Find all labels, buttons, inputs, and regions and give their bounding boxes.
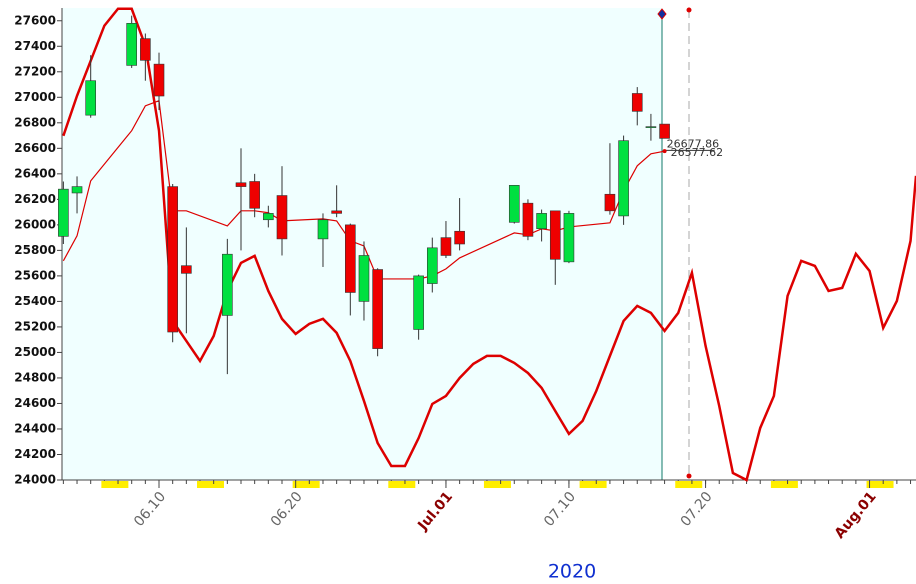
candle-body [263,213,274,221]
x-axis-label: 2020 [548,561,596,583]
weekend [483,481,511,488]
x-tick-label: 06.10 [131,489,169,530]
candle-body [454,230,465,245]
weekend [197,481,225,488]
candle-body [85,80,96,116]
candle-body [58,188,69,237]
y-tick-label: 25600 [14,268,56,282]
y-tick-label: 25400 [14,294,56,308]
candle-body [522,202,534,237]
x-tick-label: Jul.01 [414,489,456,534]
weekend [866,481,894,488]
candle-body [508,185,520,223]
weekend [388,481,416,488]
candle-body [440,237,452,256]
candle-body [181,265,192,274]
candle-body [372,269,383,349]
candle-body [276,195,288,240]
y-tick-label: 26000 [14,217,56,231]
y-tick-label: 24600 [14,396,56,410]
candle-body [140,38,151,61]
candle-body [549,210,561,260]
candle-body [645,126,657,128]
y-tick-label: 25000 [14,345,56,359]
y-tick-label: 24000 [14,473,56,487]
candle-body [536,213,547,229]
y-tick-label: 24800 [14,370,56,384]
candle-body [631,93,643,112]
candle-body [153,63,165,97]
x-tick-label: 06.20 [268,489,306,530]
candle-body [71,186,83,194]
candle-body [167,186,178,333]
weekend [292,481,320,488]
y-tick-label: 27400 [14,39,56,53]
y-tick-label: 24400 [14,421,56,435]
candle-body [413,275,424,330]
x-tick-label: 07.10 [541,489,579,530]
weekend [101,481,129,488]
y-tick-label: 26200 [14,192,56,206]
candle-body [563,213,575,263]
candle-body [249,181,260,209]
y-tick-label: 25800 [14,243,56,257]
y-tick-label: 26400 [14,166,56,180]
y-tick-label: 26600 [14,141,56,155]
candle-body [222,253,233,316]
weekend [770,481,798,488]
marker [657,8,667,20]
y-tick-label: 25200 [14,319,56,333]
x-tick-label: 07.20 [678,489,716,530]
marker [686,7,692,13]
y-tick-label: 27000 [14,90,56,104]
candle-body [618,140,629,217]
value-label: 26677.86 [667,137,720,150]
y-tick-label: 27200 [14,64,56,78]
candle-body [317,219,329,240]
y-tick-label: 27600 [14,13,56,27]
candle-body [604,193,616,212]
line [62,7,916,482]
candle-body [358,255,370,302]
candle-body [235,182,247,187]
candle-body [426,247,438,284]
y-tick-label: 26800 [14,115,56,129]
candle-body [126,23,137,66]
candle-body [345,224,356,293]
end-dot [662,149,667,154]
y-tick-label: 24200 [14,447,56,461]
weekend [675,481,703,488]
candle-body [659,123,670,139]
weekend [579,481,607,488]
candle-body [331,210,342,214]
x-tick-label: Aug.01 [832,489,880,542]
marker [686,473,692,479]
value-label: 26577.62 [671,146,724,159]
